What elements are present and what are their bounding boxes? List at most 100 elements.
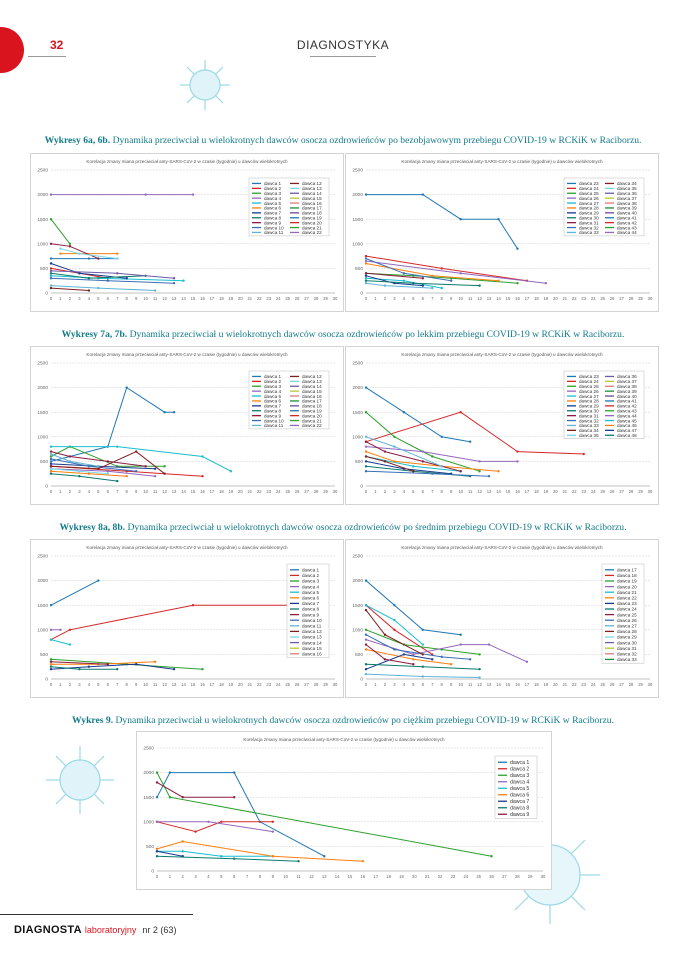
legend-entry: dawca 31 bbox=[617, 646, 637, 651]
x-tick-label: 2 bbox=[384, 296, 387, 301]
x-tick-label: 25 bbox=[600, 296, 605, 301]
legend-entry: dawca 38 bbox=[617, 201, 637, 206]
x-tick-label: 10 bbox=[143, 682, 148, 687]
data-point bbox=[431, 455, 434, 458]
virus-illustration-left bbox=[46, 746, 114, 814]
x-tick-label: 26 bbox=[610, 489, 615, 494]
series-line bbox=[50, 446, 165, 467]
data-point bbox=[68, 242, 72, 245]
data-point bbox=[364, 254, 368, 258]
data-point bbox=[87, 665, 91, 668]
series-line bbox=[156, 855, 299, 862]
footer: DIAGNOSTA laboratoryjny nr 2 (63) bbox=[14, 924, 176, 936]
data-point bbox=[364, 672, 368, 676]
x-tick-label: 15 bbox=[506, 489, 511, 494]
x-tick-label: 30 bbox=[648, 296, 653, 301]
x-tick-label: 23 bbox=[266, 296, 271, 301]
y-tick-label: 500 bbox=[355, 652, 363, 658]
data-point bbox=[364, 638, 368, 641]
data-point bbox=[116, 479, 119, 483]
x-tick-label: 28 bbox=[629, 682, 634, 687]
data-point bbox=[271, 820, 274, 823]
data-point bbox=[155, 820, 159, 823]
series-line bbox=[50, 580, 99, 606]
x-tick-label: 3 bbox=[194, 874, 197, 879]
data-point bbox=[78, 272, 81, 275]
series-line bbox=[366, 194, 518, 249]
x-tick-label: 28 bbox=[314, 489, 319, 494]
x-tick-label: 14 bbox=[496, 489, 501, 494]
x-tick-label: 12 bbox=[162, 296, 167, 301]
y-tick-label: 1000 bbox=[352, 434, 363, 440]
data-point bbox=[233, 771, 236, 774]
y-tick-label: 2500 bbox=[37, 168, 48, 174]
x-tick-label: 14 bbox=[335, 874, 340, 879]
y-tick-label: 1500 bbox=[37, 410, 48, 416]
series-line bbox=[365, 411, 584, 455]
data-point bbox=[364, 455, 368, 458]
chart-7a: Korelacja zmany miana przeciwciał anty-S… bbox=[30, 346, 344, 505]
x-tick-label: 8 bbox=[126, 489, 129, 494]
chart-title: Korelacja zmany miana przeciwciał anty-S… bbox=[86, 545, 288, 550]
x-tick-label: 9 bbox=[450, 296, 453, 301]
data-point bbox=[323, 855, 326, 858]
chart-6a-svg: Korelacja zmany miana przeciwciał anty-S… bbox=[37, 159, 338, 301]
data-point bbox=[172, 667, 176, 671]
x-tick-label: 18 bbox=[386, 874, 391, 879]
data-point bbox=[106, 663, 110, 666]
y-tick-label: 2500 bbox=[352, 554, 363, 560]
x-tick-label: 3 bbox=[78, 296, 81, 301]
data-point bbox=[49, 472, 53, 475]
legend-entry: dawca 14 bbox=[302, 640, 322, 645]
data-point bbox=[271, 855, 274, 858]
data-point bbox=[87, 289, 91, 292]
data-point bbox=[97, 467, 100, 470]
x-tick-label: 16 bbox=[515, 489, 520, 494]
data-point bbox=[412, 470, 415, 473]
x-tick-label: 5 bbox=[412, 296, 415, 301]
x-tick-label: 9 bbox=[135, 489, 138, 494]
y-tick-label: 1500 bbox=[352, 217, 363, 223]
data-point bbox=[125, 474, 128, 478]
x-tick-label: 26 bbox=[295, 296, 300, 301]
data-point bbox=[201, 455, 204, 458]
legend-entry: dawca 6 bbox=[264, 399, 282, 404]
legend-entry: dawca 1 bbox=[510, 760, 529, 766]
legend-entry: dawca 5 bbox=[264, 201, 282, 206]
x-tick-label: 24 bbox=[276, 296, 281, 301]
data-point bbox=[78, 474, 81, 478]
data-point bbox=[497, 279, 500, 282]
data-point bbox=[49, 277, 53, 280]
x-tick-label: 19 bbox=[399, 874, 404, 879]
x-tick-label: 29 bbox=[323, 296, 328, 301]
legend-entry: dawca 7 bbox=[302, 601, 320, 606]
x-tick-label: 10 bbox=[458, 682, 463, 687]
data-point bbox=[172, 281, 176, 285]
data-point bbox=[364, 470, 368, 473]
footer-issue: nr 2 (63) bbox=[142, 925, 177, 935]
legend-entry: dawca 25 bbox=[579, 384, 599, 389]
y-tick-label: 500 bbox=[40, 652, 48, 658]
legend-entry: dawca 16 bbox=[302, 394, 322, 399]
y-tick-label: 2000 bbox=[352, 385, 363, 391]
x-tick-label: 18 bbox=[534, 682, 539, 687]
data-point bbox=[78, 667, 81, 671]
x-tick-label: 26 bbox=[295, 682, 300, 687]
data-point bbox=[155, 850, 159, 853]
x-tick-label: 4 bbox=[88, 682, 91, 687]
data-point bbox=[364, 272, 368, 275]
x-tick-label: 13 bbox=[487, 489, 492, 494]
legend-entry: dawca 10 bbox=[264, 225, 284, 230]
data-point bbox=[402, 279, 406, 282]
x-tick-label: 3 bbox=[393, 489, 396, 494]
legend-entry: dawca 30 bbox=[579, 215, 599, 220]
x-tick-label: 4 bbox=[403, 682, 406, 687]
legend-entry: dawca 25 bbox=[579, 191, 599, 196]
x-tick-label: 0 bbox=[365, 682, 368, 687]
data-point bbox=[364, 257, 368, 260]
chart-title: Korelacja zmany miana przeciwciał anty-S… bbox=[86, 352, 288, 357]
x-tick-label: 1 bbox=[374, 682, 377, 687]
x-tick-label: 5 bbox=[220, 874, 223, 879]
data-point bbox=[191, 604, 195, 607]
x-tick-label: 27 bbox=[502, 874, 507, 879]
